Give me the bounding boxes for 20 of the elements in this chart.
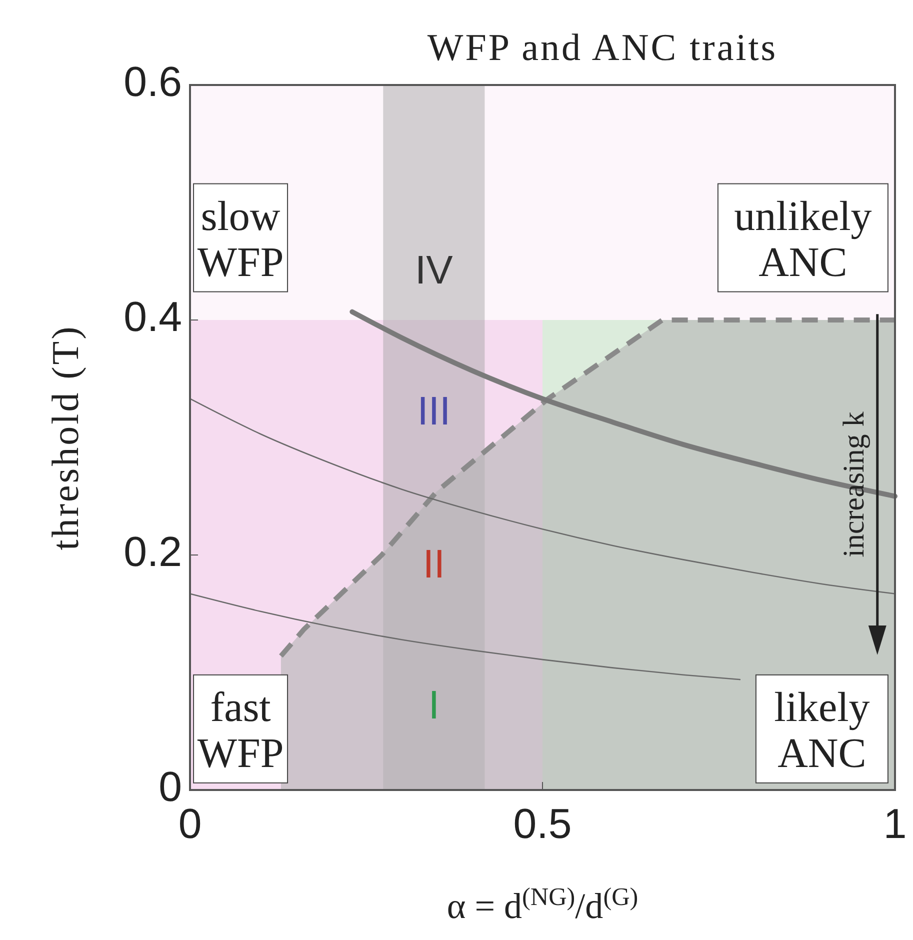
y-tick-label: 0.4 (124, 293, 182, 340)
y-axis-title: threshold (T) (45, 324, 87, 550)
annotation: unlikely ANC (734, 194, 872, 286)
annotation: III (417, 390, 451, 434)
y-tick-label: 0 (158, 763, 182, 810)
chart-title: WFP and ANC traits (427, 27, 778, 69)
x-tick-label: 0.5 (513, 800, 572, 847)
line-series (189, 398, 896, 594)
annotation: likely ANC (774, 684, 870, 777)
annotation: increasing k (837, 412, 870, 558)
annotation: fast WFP (197, 684, 284, 777)
line-series (189, 593, 741, 680)
x-tick-label: 1 (883, 800, 907, 847)
y-tick-label: 0.6 (124, 58, 182, 106)
annotation: II (422, 542, 446, 586)
y-tick-label: 0.2 (124, 528, 182, 576)
annotation: slow WFP (197, 194, 284, 286)
annotation: IV (415, 248, 454, 293)
x-axis-title: α = d$^{(NG)}$/d$^{(G)}$ (446, 884, 638, 926)
annotation: I (428, 683, 440, 728)
